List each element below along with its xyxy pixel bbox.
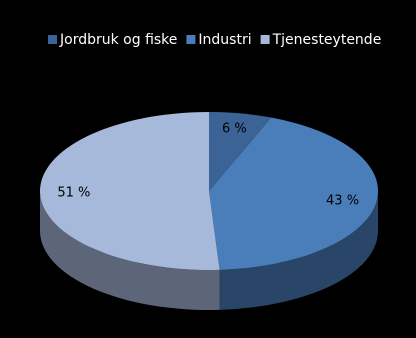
legend-label: Industri — [198, 32, 251, 48]
legend-label: Tjenesteytende — [272, 32, 382, 48]
slice — [209, 117, 379, 270]
legend-label: Jordbruk og fiske — [59, 32, 177, 48]
legend-swatch — [260, 35, 270, 44]
legend-swatch — [186, 35, 196, 44]
legend-swatch — [48, 35, 57, 44]
slice-side — [40, 191, 220, 310]
data-label: 43 % — [326, 193, 359, 208]
slice — [40, 112, 220, 270]
data-label: 51 % — [57, 185, 90, 200]
slice-side — [219, 191, 378, 310]
data-label: 6 % — [222, 121, 247, 136]
slice — [209, 112, 272, 191]
